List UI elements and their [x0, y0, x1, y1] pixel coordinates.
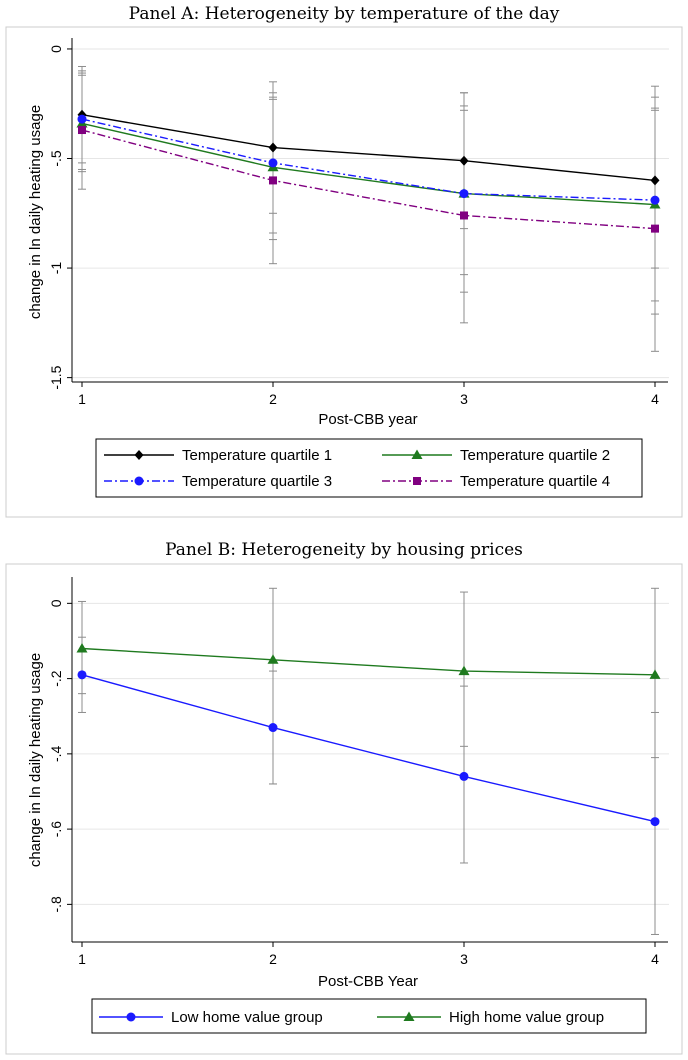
panel-a: Panel A: Heterogeneity by temperature of… [5, 4, 683, 518]
data-point [458, 665, 470, 676]
data-point [267, 654, 279, 664]
series-line [81, 118, 656, 201]
panel-b-title: Panel B: Heterogeneity by housing prices [165, 540, 523, 560]
panel-a-y-ticks: 0 -.5 -1 -1.5 [48, 45, 72, 390]
legend-marker [413, 477, 421, 485]
legend-label: Low home value group [171, 1009, 323, 1026]
data-point [76, 642, 88, 653]
series-line [81, 122, 656, 206]
legend-label: Temperature quartile 3 [182, 473, 332, 490]
data-point [269, 176, 277, 185]
panel-b-x-label: Post-CBB Year [318, 973, 418, 990]
legend-label: Temperature quartile 4 [460, 473, 610, 490]
panel-a-legend: Temperature quartile 1 Temperature quarti… [95, 438, 643, 498]
x-tick-label: 1 [78, 951, 86, 967]
data-point [459, 155, 469, 166]
x-tick-label: 2 [269, 391, 277, 407]
panel-b-grid [72, 602, 669, 905]
legend-label: Temperature quartile 1 [182, 447, 332, 464]
panel-a-markers [76, 109, 661, 233]
panel-a-legend-box [95, 438, 643, 498]
y-tick-label: -.2 [48, 670, 64, 687]
panel-b-x-ticks: 1 2 3 4 [78, 942, 659, 967]
panel-a-error-bars [78, 65, 659, 352]
data-point [268, 723, 278, 733]
y-tick-label: 0 [48, 599, 64, 607]
x-tick-label: 4 [651, 391, 659, 407]
panel-a-y-label: change in ln daily heating usage [27, 105, 44, 319]
x-tick-label: 1 [78, 391, 86, 407]
panel-a-title: Panel A: Heterogeneity by temperature of… [129, 4, 560, 24]
data-point [78, 126, 86, 135]
y-tick-label: -.8 [48, 896, 64, 913]
panel-a-x-label: Post-CBB year [318, 411, 417, 428]
data-point [268, 158, 278, 168]
panel-b-y-ticks: 0 -.2 -.4 -.6 -.8 [48, 599, 72, 913]
legend-label: High home value group [449, 1009, 604, 1026]
panel-b-legend-items: Low home value group High home value grou… [99, 1009, 604, 1026]
x-tick-label: 3 [460, 391, 468, 407]
panel-b-frame [5, 563, 683, 1055]
legend-marker [403, 1011, 415, 1021]
x-tick-label: 4 [651, 951, 659, 967]
data-point [651, 224, 659, 233]
panel-b-legend-box [91, 998, 647, 1034]
panel-b: Panel B: Heterogeneity by housing prices… [5, 540, 683, 1055]
data-point [460, 211, 468, 220]
series-line [81, 674, 656, 823]
legend-marker [126, 1012, 136, 1022]
data-point [77, 670, 87, 680]
data-point [650, 195, 660, 205]
series-line [81, 113, 656, 182]
data-point [268, 142, 278, 153]
panel-b-markers [76, 642, 661, 827]
panel-a-frame [5, 26, 683, 518]
x-tick-label: 3 [460, 951, 468, 967]
legend-marker [134, 450, 144, 460]
data-point [650, 175, 660, 186]
series-line [81, 129, 656, 230]
x-tick-label: 2 [269, 951, 277, 967]
y-tick-label: 0 [48, 45, 64, 53]
panel-a-series-lines [81, 113, 656, 230]
y-tick-label: -.5 [48, 150, 64, 167]
panel-a-grid [72, 48, 669, 379]
panel-b-y-label: change in ln daily heating usage [27, 653, 44, 867]
y-tick-label: -1.5 [48, 365, 64, 389]
legend-marker [411, 449, 423, 459]
panel-a-legend-items: Temperature quartile 1 Temperature quarti… [104, 447, 610, 490]
data-point [649, 669, 661, 679]
y-tick-label: -.6 [48, 821, 64, 838]
legend-marker [134, 476, 144, 486]
y-tick-label: -1 [48, 262, 64, 275]
panel-b-series-lines [81, 647, 656, 823]
panel-b-legend: Low home value group High home value grou… [91, 998, 647, 1034]
data-point [459, 771, 469, 781]
data-point [77, 114, 87, 124]
data-point [650, 817, 660, 827]
legend-label: Temperature quartile 2 [460, 447, 610, 464]
data-point [459, 189, 469, 199]
series-line [81, 647, 656, 676]
panel-a-x-ticks: 1 2 3 4 [78, 382, 659, 407]
y-tick-label: -.4 [48, 745, 64, 762]
